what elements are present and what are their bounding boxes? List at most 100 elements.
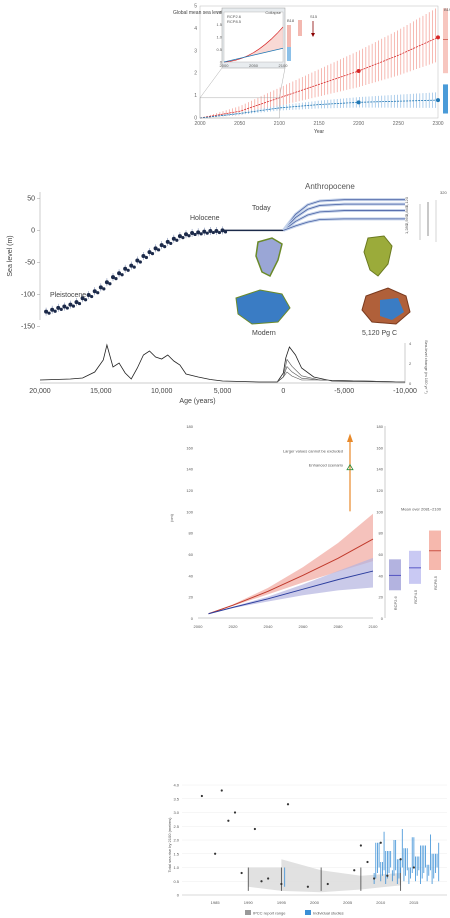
chart2-point	[175, 238, 179, 242]
chart2-antarctica-modern	[235, 289, 291, 325]
chart1-inset-x-tick: 2000	[220, 63, 230, 68]
chart2-point	[171, 236, 176, 241]
chart1-y-tick: 5	[194, 4, 197, 10]
chart2-point	[193, 232, 197, 237]
chart2-emission-label: 5,120	[404, 196, 409, 207]
chart2-y-tick: 50	[27, 195, 35, 202]
chart2-point	[71, 304, 76, 308]
chart4-point	[214, 852, 217, 855]
chart1-point	[436, 98, 440, 103]
chart4-y-label: Total sea rise by 2100 (metres)	[167, 817, 172, 873]
chart1-inset-side-red	[287, 25, 291, 47]
chart3-x-tick: 2060	[299, 624, 309, 629]
chart1-zoom-line	[199, 67, 223, 98]
chart2-point	[68, 302, 73, 307]
chart2-x-tick: 10,000	[151, 388, 173, 395]
chart3-y-tick-right: 180	[376, 424, 383, 429]
chart4-ipcc-range	[248, 859, 401, 893]
chart1-svg: 0 1 2 3 4 5 2000 2050 2100 2150 2200 2250 2300 Year Gl…	[173, 4, 450, 136]
chart2-point	[196, 230, 201, 235]
chart3-mean-title: Mean over 2081–2100	[401, 506, 442, 511]
chart2-point	[86, 293, 91, 298]
chart4-point	[353, 869, 356, 872]
chart2-point	[47, 311, 51, 315]
chart1-arrow-head	[311, 33, 315, 37]
chart2-point	[144, 255, 149, 260]
chart2-point	[96, 291, 100, 295]
chart2-point	[65, 306, 69, 310]
chart2-point	[117, 271, 122, 276]
chart2-point	[90, 294, 94, 299]
chart4-legend-swatch-range	[245, 910, 251, 915]
chart1-inset-side-blue	[287, 47, 291, 61]
chart3-larger-label: Larger values cannot be excluded	[283, 449, 343, 454]
chart3-y-tick-right: 0	[381, 616, 384, 621]
chart2-modern-label: Modern	[252, 330, 276, 337]
chart3-y-tick-right: 140	[376, 467, 383, 472]
chart1-side-bar-rcp26	[443, 84, 448, 114]
chart1-x-tick: 2050	[234, 121, 245, 127]
chart3-enhanced-triangle	[346, 463, 354, 471]
chart4-point	[412, 866, 415, 869]
chart2-point	[98, 285, 103, 290]
chart2-point	[123, 266, 128, 271]
chart2-today-label: Today	[252, 205, 271, 212]
chart2-point	[62, 304, 67, 309]
chart2-pleistocene-label: Pleistocene	[50, 292, 86, 299]
chart2-point	[163, 245, 167, 249]
chart4-x-tick: 2010	[376, 900, 386, 905]
chart3-y-tick-right: 40	[379, 573, 384, 578]
chart2-point	[111, 275, 115, 280]
chart2-point	[129, 263, 134, 268]
chart2-x-tick: 20,000	[29, 388, 51, 395]
chart4-legend-range: IPCC report range	[253, 911, 286, 916]
chart2-emission-label: 1,280	[404, 223, 409, 234]
chart3-box	[389, 559, 401, 591]
chart4-point	[260, 880, 263, 883]
chart2-point	[150, 252, 155, 256]
chart3-y-label: (cm)	[169, 513, 174, 522]
chart2-future-band	[282, 217, 405, 232]
chart1-inset-y-tick: 1.5	[216, 22, 222, 27]
chart4-y-tick: 1.5	[173, 851, 179, 856]
chart1-zoom-line	[279, 67, 286, 98]
chart2-point	[211, 230, 215, 235]
chart1-x-tick: 2200	[353, 121, 364, 127]
chart4-x-tick: 1985	[211, 900, 221, 905]
chart4-point	[359, 844, 362, 847]
chart3-enhanced-label: Enhanced scenario	[309, 463, 344, 468]
chart2-antarctica-future-ice	[380, 298, 404, 320]
chart2-rate-line-alt	[277, 358, 406, 383]
chart3-box-label: RCP4.5	[413, 589, 418, 604]
chart1-point	[436, 35, 440, 40]
chart1-side-label: B19	[444, 7, 450, 12]
chart2-y-tick: 0	[31, 227, 35, 234]
chart2-rate-line-alt	[277, 366, 406, 383]
chart2-point	[108, 282, 112, 286]
chart4-point	[366, 860, 369, 864]
chart3-y-tick: 180	[186, 424, 193, 429]
chart2-future-label: 5,120 Pg C	[362, 330, 397, 337]
chart3-y-tick: 100	[186, 509, 193, 514]
chart2-point	[199, 232, 203, 236]
chart2-point	[217, 230, 222, 235]
chart1-inset-annotation: Collapse	[265, 10, 281, 15]
chart3-y-tick-right: 120	[376, 488, 383, 493]
chart4-point	[253, 827, 256, 831]
chart3-y-tick: 0	[191, 616, 194, 621]
chart2-x-tick: 15,000	[90, 388, 112, 395]
chart2-svg: 50 0 -50 -100 -150 Sea level (m) 5,1203,8402,5…	[7, 182, 447, 405]
chart1-y-label: Global mean sea level (m)	[173, 10, 232, 16]
chart2-point	[153, 246, 158, 251]
chart1-point	[356, 100, 361, 105]
chart4-point	[379, 841, 382, 844]
chart4-y-tick: 0.5	[173, 879, 179, 884]
chart3-y-tick: 80	[189, 531, 194, 536]
chart2-anthropocene-label: Anthropocene	[305, 182, 355, 191]
chart2-point	[141, 254, 146, 258]
chart3-y-tick-right: 60	[379, 552, 384, 557]
chart2-x-tick: -5,000	[334, 388, 354, 395]
chart2-point	[147, 250, 152, 255]
chart2-point	[92, 289, 97, 294]
chart3-y-tick: 20	[189, 595, 194, 600]
